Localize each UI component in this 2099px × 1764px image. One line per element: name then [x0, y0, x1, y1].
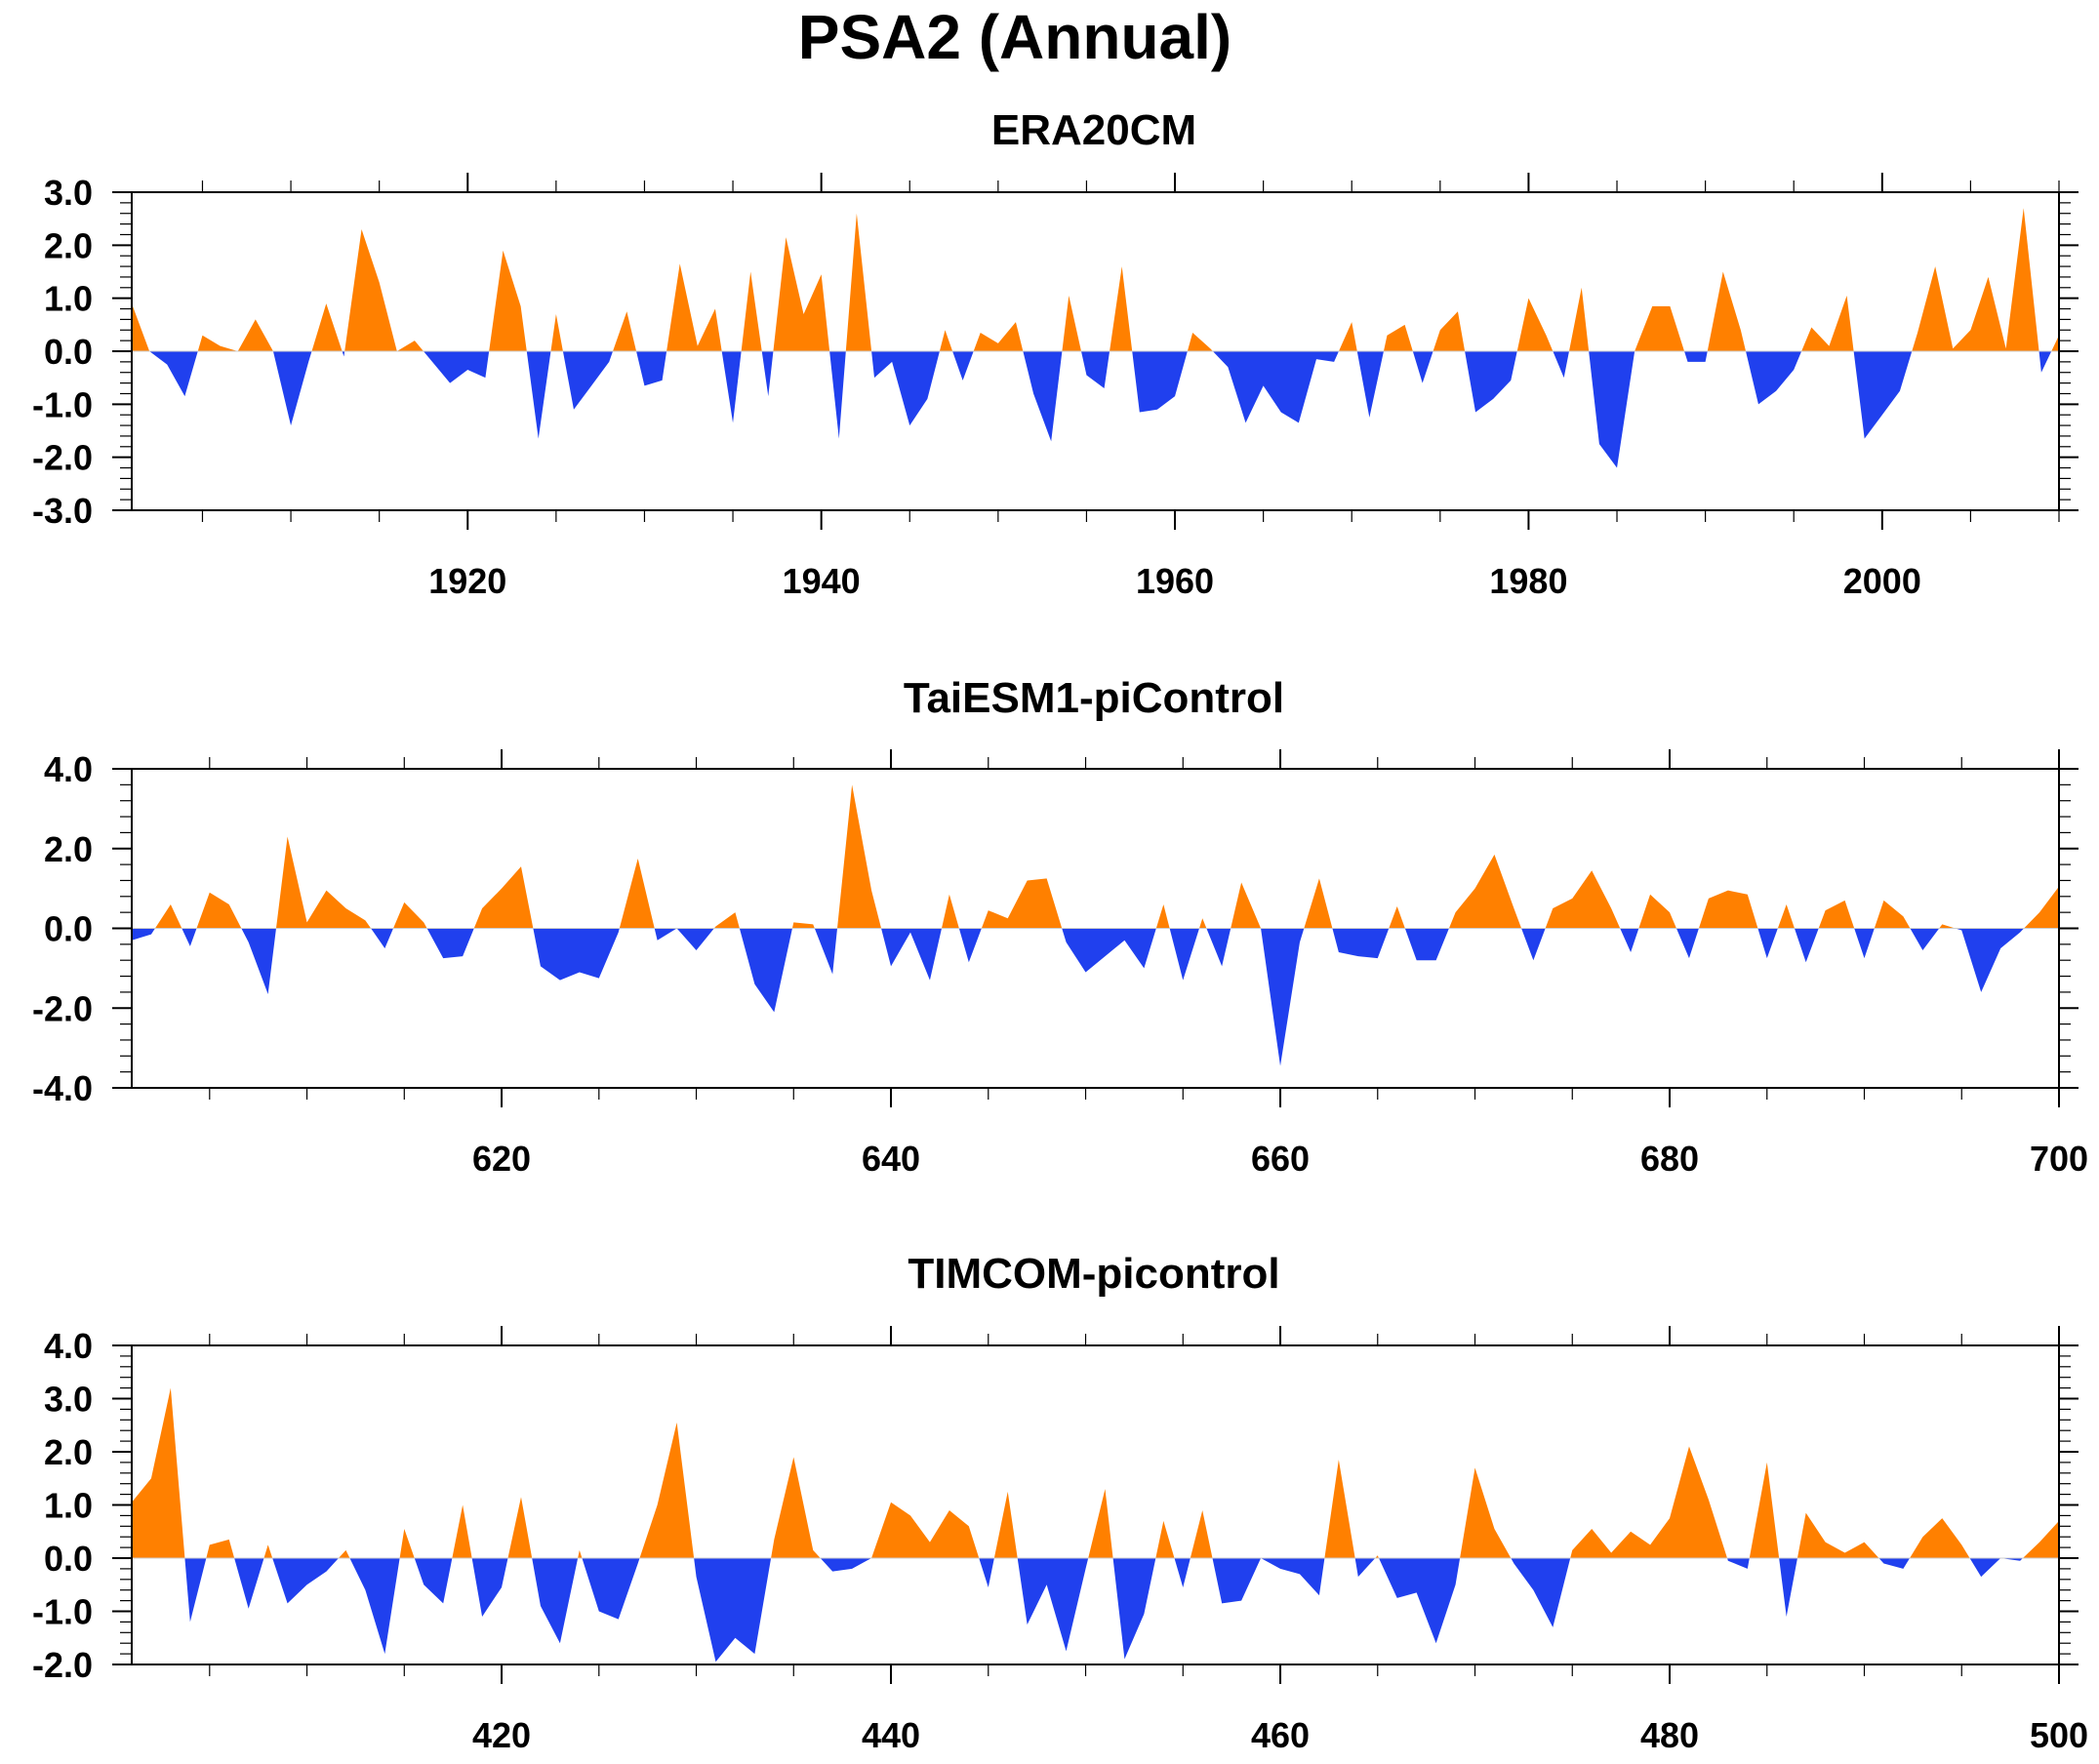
x-tick-label: 2000	[1843, 561, 1921, 601]
y-tick-label: -1.0	[32, 384, 93, 424]
y-tick-label: 1.0	[44, 1486, 93, 1526]
negative-anomaly-area	[132, 928, 2059, 1066]
y-tick-label: 3.0	[44, 173, 93, 213]
x-tick-label: 640	[862, 1139, 920, 1179]
y-tick-label: 2.0	[44, 829, 93, 869]
y-tick-label: -4.0	[32, 1068, 93, 1108]
x-tick-label: 440	[862, 1715, 920, 1755]
x-tick-label: 680	[1640, 1139, 1699, 1179]
panel-era20cm: ERA20CM -3.0 -2.0 -1.0 0.0 1.0 2.0 3.0 1920 1940…	[32, 106, 2079, 601]
panel-title-taiesm1-picontrol: TaiESM1-piControl	[904, 674, 1284, 722]
panel-title-timcom-picontrol: TIMCOM-picontrol	[908, 1250, 1279, 1298]
x-tick-label: 1980	[1489, 561, 1567, 601]
y-tick-label: -3.0	[32, 491, 93, 531]
positive-anomaly-area	[132, 1387, 2059, 1558]
panel-timcom-picontrol: TIMCOM-picontrol -2.0 -1.0 0.0 1.0 2.0 3.0 4.0…	[32, 1250, 2088, 1755]
x-tick-label: 420	[472, 1715, 531, 1755]
panel-title-era20cm: ERA20CM	[991, 106, 1196, 154]
y-tick-label: 0.0	[44, 909, 93, 949]
negative-anomaly-area	[132, 351, 2059, 468]
y-tick-label: 0.0	[44, 332, 93, 372]
y-tick-label: 4.0	[44, 1326, 93, 1366]
y-tick-label: 1.0	[44, 279, 93, 319]
panel-taiesm1-picontrol: TaiESM1-piControl -4.0 -2.0 0.0 2.0 4.0 620 64…	[32, 674, 2088, 1179]
y-tick-label: 0.0	[44, 1539, 93, 1579]
x-tick-label: 1960	[1136, 561, 1214, 601]
y-tick-label: -2.0	[32, 438, 93, 478]
x-tick-label: 500	[2030, 1715, 2088, 1755]
y-tick-label: 2.0	[44, 1432, 93, 1472]
positive-anomaly-area	[132, 784, 2059, 929]
x-tick-label: 700	[2030, 1139, 2088, 1179]
x-tick-label: 660	[1251, 1139, 1310, 1179]
y-tick-label: -2.0	[32, 988, 93, 1028]
x-tick-label: 1920	[428, 561, 506, 601]
y-tick-label: 2.0	[44, 225, 93, 265]
negative-anomaly-area	[132, 1558, 2059, 1663]
x-tick-label: 460	[1251, 1715, 1310, 1755]
x-tick-label: 1940	[783, 561, 861, 601]
page-title: PSA2 (Annual)	[798, 2, 1231, 72]
x-tick-label: 620	[472, 1139, 531, 1179]
x-tick-label: 480	[1640, 1715, 1699, 1755]
y-tick-label: 3.0	[44, 1380, 93, 1420]
y-tick-label: 4.0	[44, 749, 93, 789]
y-tick-label: -1.0	[32, 1592, 93, 1632]
y-tick-label: -2.0	[32, 1645, 93, 1685]
positive-anomaly-area	[132, 208, 2059, 351]
